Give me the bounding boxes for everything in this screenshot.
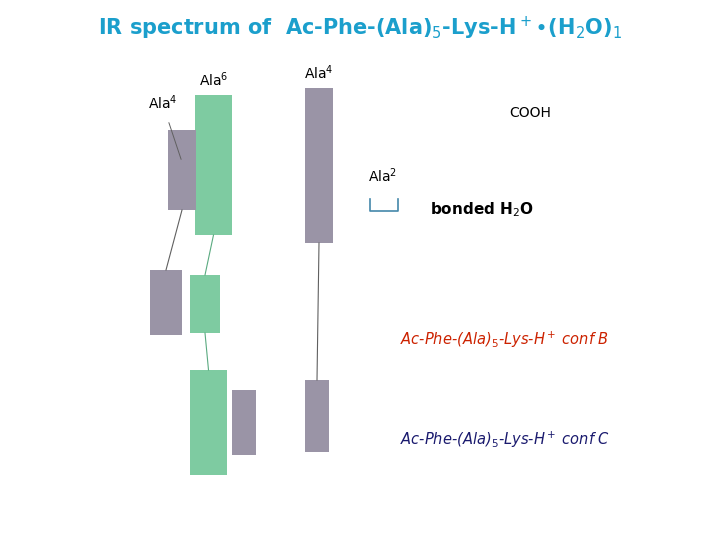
Text: Ac-Phe-(Ala)$_5$-Lys-H$^+$ conf B: Ac-Phe-(Ala)$_5$-Lys-H$^+$ conf B: [400, 330, 609, 350]
Bar: [190, 370, 227, 475]
Bar: [305, 88, 333, 243]
Bar: [305, 380, 329, 452]
Bar: [168, 130, 196, 210]
Bar: [190, 275, 220, 333]
Bar: [150, 270, 182, 335]
Text: Ac-Phe-(Ala)$_5$-Lys-H$^+$ conf C: Ac-Phe-(Ala)$_5$-Lys-H$^+$ conf C: [400, 430, 610, 450]
Text: Ala$^6$: Ala$^6$: [199, 70, 228, 89]
Text: Ala$^4$: Ala$^4$: [305, 63, 334, 82]
Bar: [232, 390, 256, 455]
Text: Ala$^4$: Ala$^4$: [148, 93, 178, 112]
Bar: [195, 95, 232, 235]
Text: IR spectrum of  Ac-Phe-(Ala)$_5$-Lys-H$^+$$\bullet$(H$_2$O)$_1$: IR spectrum of Ac-Phe-(Ala)$_5$-Lys-H$^+…: [98, 15, 622, 42]
Text: COOH: COOH: [509, 106, 551, 120]
Text: bonded H$_2$O: bonded H$_2$O: [430, 201, 534, 219]
Text: Ala$^2$: Ala$^2$: [368, 166, 397, 185]
